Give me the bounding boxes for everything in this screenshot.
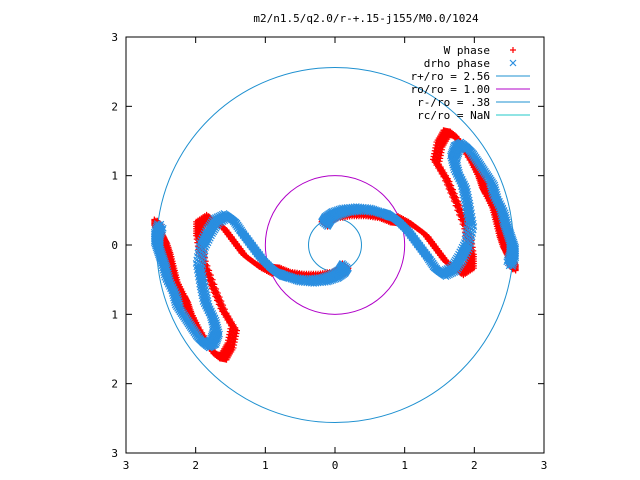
legend-label: ro/ro = 1.00 — [411, 83, 490, 96]
w-phase-point — [451, 190, 458, 197]
y-tick-label: 1 — [111, 170, 118, 183]
chart-title: m2/n1.5/q2.0/r-+.15-j155/M0.0/1024 — [253, 12, 479, 25]
x-tick-label: 1 — [401, 459, 408, 472]
y-tick-label: 1 — [111, 308, 118, 321]
x-tick-label: 3 — [541, 459, 548, 472]
legend-label: drho phase — [424, 57, 490, 70]
w-phase-point — [455, 198, 462, 205]
y-tick-label: 0 — [111, 239, 118, 252]
w-phase-point — [449, 186, 456, 193]
drho-phase-point — [505, 262, 513, 270]
circle-ro — [264, 175, 406, 315]
y-tick-label: 2 — [111, 100, 118, 113]
drho-phase-point — [174, 294, 182, 302]
w-phase-point — [512, 267, 519, 274]
drho-phase-point — [164, 267, 172, 274]
circle-r-minus — [308, 218, 362, 272]
legend-marker-swatch — [510, 47, 516, 53]
y-tick-label: 3 — [111, 31, 118, 44]
drho-phase-point — [157, 220, 165, 228]
drho-phase-point — [159, 224, 167, 232]
w-phase-point — [456, 202, 463, 209]
w-phase-point — [448, 182, 455, 189]
x-tick-label: 3 — [123, 459, 130, 472]
x-tick-label: 2 — [471, 459, 478, 472]
x-tick-label: 1 — [262, 459, 269, 472]
x-tick-label: 2 — [192, 459, 199, 472]
x-tick-label: 0 — [332, 459, 339, 472]
data-points — [150, 127, 520, 363]
legend-marker-swatch — [509, 59, 517, 67]
y-tick-label: 3 — [111, 447, 118, 460]
legend-label: W phase — [444, 44, 490, 57]
w-phase-point — [453, 194, 460, 201]
legend-label: r+/ro = 2.56 — [411, 70, 490, 83]
legend-label: rc/ro = NaN — [417, 109, 490, 122]
legend-label: r-/ro = .38 — [417, 96, 490, 109]
y-tick-label: 2 — [111, 378, 118, 391]
